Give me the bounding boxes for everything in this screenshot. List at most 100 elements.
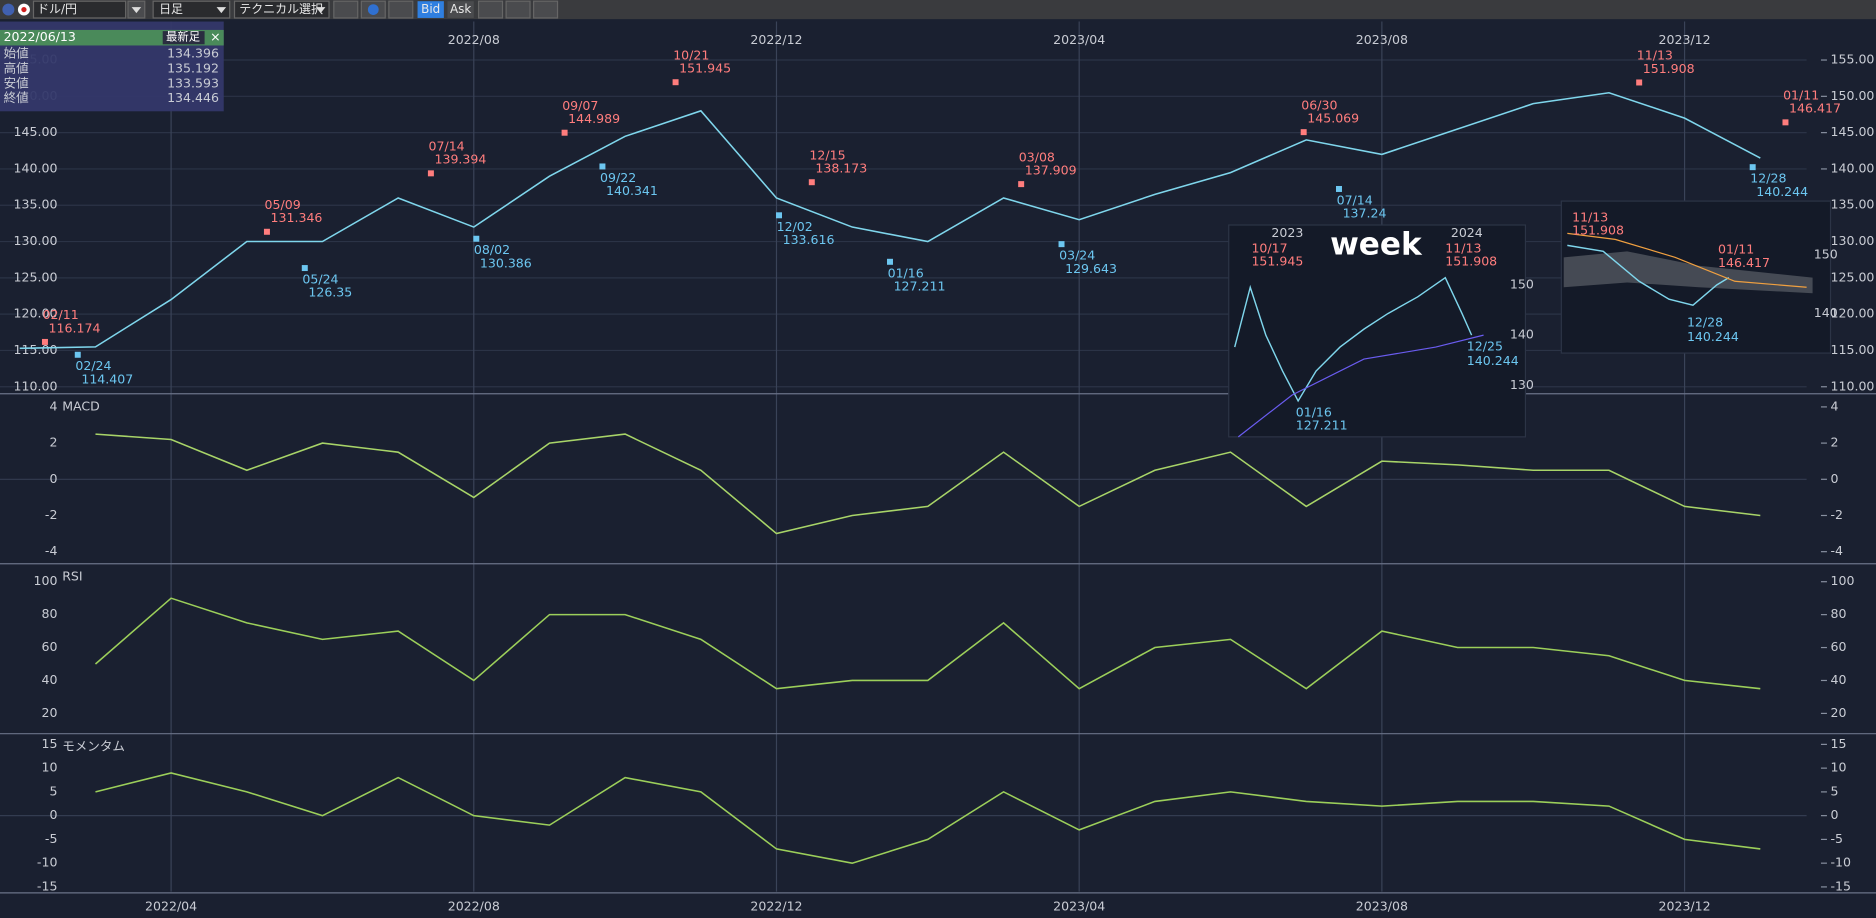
y-tick-label: 145.00 <box>1831 124 1875 139</box>
y-tick-label: 2 <box>1831 435 1839 450</box>
dropdown-arrow <box>315 7 326 14</box>
zoom-out-button[interactable] <box>505 0 531 19</box>
inset-year: 2023 <box>1271 225 1303 240</box>
technical-select[interactable] <box>233 0 330 19</box>
y-tick-label-left: -15 <box>37 878 57 893</box>
mode-button[interactable] <box>477 0 504 19</box>
extreme-date: 12/02 <box>777 219 813 234</box>
x-tick-label: 2022/04 <box>145 899 197 914</box>
extreme-value: 129.643 <box>1065 261 1117 276</box>
extreme-marker <box>1018 181 1025 188</box>
y-tick-label-left: 110.00 <box>14 378 58 393</box>
y-tick-label: 80 <box>1831 606 1847 621</box>
pair-select[interactable] <box>32 0 127 19</box>
y-tick-label: 110.00 <box>1831 378 1875 393</box>
info-value: 134.396 <box>167 45 219 60</box>
y-tick-label-left: 100 <box>33 573 57 588</box>
technical-label: テクニカル選択 <box>239 2 323 16</box>
y-tick-label: 40 <box>1831 672 1847 687</box>
extreme-marker <box>1636 79 1643 86</box>
y-tick-label: -15 <box>1831 878 1851 893</box>
extreme-value: 116.174 <box>49 320 101 335</box>
ask-label: Ask <box>450 2 471 16</box>
inset-axis-label: 130 <box>1510 377 1534 392</box>
y-tick-label-left: 0 <box>49 471 57 486</box>
extreme-value: 133.616 <box>783 232 835 247</box>
ichimoku-inset: 11/13 151.908 01/11 146.417 12/28 140.24… <box>1560 200 1838 354</box>
extreme-value: 151.908 <box>1643 61 1695 76</box>
plots: 2022/042022/042022/082022/082022/122022/… <box>0 21 1876 914</box>
inset-ma <box>1237 334 1484 438</box>
y-tick-label: 120.00 <box>1831 306 1875 321</box>
extreme-value: 137.24 <box>1343 206 1387 221</box>
x-tick-label: 2022/12 <box>750 899 802 914</box>
extreme-date: 05/24 <box>302 272 338 287</box>
extreme-value: 114.407 <box>81 371 133 386</box>
zoom-in-button[interactable] <box>533 0 559 19</box>
extreme-marker <box>1749 164 1756 171</box>
data-line <box>95 433 1761 535</box>
extreme-date: 02/24 <box>75 358 111 373</box>
latest-button[interactable] <box>162 31 205 45</box>
y-tick-label: 10 <box>1831 760 1847 775</box>
extreme-value: 146.417 <box>1789 101 1841 116</box>
toolbar: ドル/円 日足 テクニカル選択 Bid Ask <box>0 0 1876 20</box>
info-key: 安値 <box>4 75 30 90</box>
info-key: 始値 <box>4 45 30 60</box>
y-tick-label: 125.00 <box>1831 269 1875 284</box>
y-tick-label-left: 10 <box>41 760 57 775</box>
y-tick-label-left: -2 <box>45 507 58 522</box>
dropdown-arrow <box>131 7 142 14</box>
y-tick-label: -2 <box>1831 507 1844 522</box>
x-tick-label: 2023/04 <box>1053 32 1105 47</box>
bid-label: Bid <box>421 2 440 16</box>
timeframe-select[interactable] <box>152 0 231 19</box>
extreme-marker <box>1300 129 1307 136</box>
extreme-marker <box>599 163 606 170</box>
extreme-date: 01/16 <box>888 265 924 280</box>
extreme-marker <box>776 212 782 219</box>
y-tick-label-left: 15 <box>41 736 57 751</box>
extreme-marker <box>473 235 480 242</box>
y-tick-label: -5 <box>1831 831 1844 846</box>
bid-button[interactable] <box>417 1 444 18</box>
extreme-marker <box>887 258 893 265</box>
x-tick-label: 2023/04 <box>1053 899 1105 914</box>
extreme-value: 138.173 <box>815 161 867 176</box>
x-tick-label: 2022/08 <box>448 899 500 914</box>
chart-type-button[interactable] <box>388 0 414 19</box>
y-tick-label: 150.00 <box>1831 88 1875 103</box>
x-tick-label: 2023/08 <box>1356 32 1408 47</box>
extreme-value: 139.394 <box>434 152 486 167</box>
extreme-date: 12/15 <box>809 147 845 162</box>
draw-tool-button[interactable] <box>333 0 359 19</box>
y-tick-label: 4 <box>1831 398 1839 413</box>
inset-axis-label: 150 <box>1510 276 1534 291</box>
info-value: 135.192 <box>167 60 219 75</box>
extreme-value: 151.945 <box>679 61 731 76</box>
info-panel: 2022/06/13 最新足 × 始値 134.396 高値 135.192 安… <box>0 21 224 112</box>
panel-title: MACD <box>62 398 100 413</box>
inset-axis-label: 140 <box>1814 305 1838 320</box>
extreme-marker <box>1336 185 1342 192</box>
inset-label: 151.945 <box>1251 254 1303 269</box>
close-button[interactable]: × <box>210 29 221 44</box>
extreme-date: 10/21 <box>673 47 709 62</box>
ask-button[interactable] <box>447 1 474 18</box>
y-tick-label: 20 <box>1831 705 1847 720</box>
extreme-date: 07/14 <box>429 139 465 154</box>
extreme-date: 12/28 <box>1750 171 1786 186</box>
y-tick-label: 0 <box>1831 471 1839 486</box>
y-tick-label-left: 5 <box>49 783 57 798</box>
extreme-value: 145.069 <box>1307 110 1359 125</box>
extreme-marker <box>41 338 48 345</box>
inset-label: 01/16 <box>1296 404 1332 419</box>
x-tick-label: 2022/12 <box>750 32 802 47</box>
info-icon <box>367 4 379 15</box>
info-value: 134.446 <box>167 90 219 105</box>
inset-axis-label: 150 <box>1814 246 1838 261</box>
extreme-value: 140.244 <box>1756 184 1808 199</box>
extreme-marker <box>74 351 81 358</box>
